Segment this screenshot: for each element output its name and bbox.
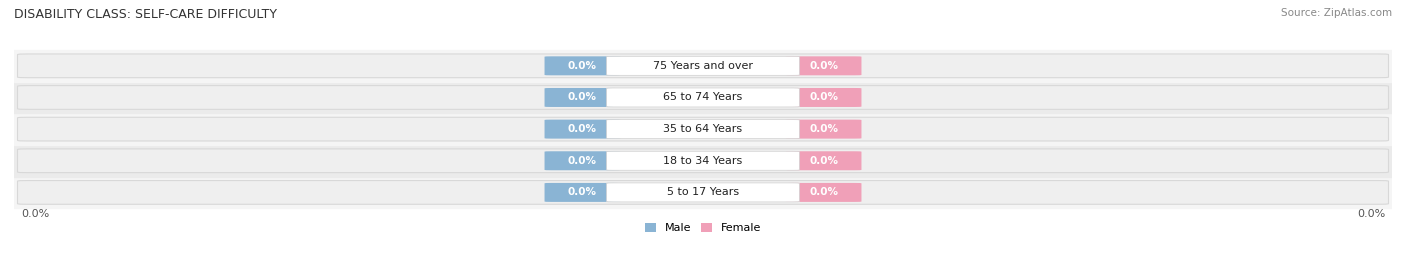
FancyBboxPatch shape [544, 120, 620, 139]
Text: 75 Years and over: 75 Years and over [652, 61, 754, 71]
FancyBboxPatch shape [544, 183, 620, 202]
Legend: Male, Female: Male, Female [645, 223, 761, 233]
Text: 0.0%: 0.0% [568, 187, 598, 197]
Text: 0.0%: 0.0% [808, 61, 838, 71]
Text: 18 to 34 Years: 18 to 34 Years [664, 156, 742, 166]
FancyBboxPatch shape [544, 56, 620, 75]
Text: 0.0%: 0.0% [808, 124, 838, 134]
FancyBboxPatch shape [606, 56, 800, 75]
FancyBboxPatch shape [786, 151, 862, 170]
FancyBboxPatch shape [606, 88, 800, 107]
Text: 0.0%: 0.0% [808, 187, 838, 197]
Text: 0.0%: 0.0% [568, 156, 598, 166]
FancyBboxPatch shape [544, 88, 620, 107]
Text: 0.0%: 0.0% [568, 124, 598, 134]
Text: 5 to 17 Years: 5 to 17 Years [666, 187, 740, 197]
FancyBboxPatch shape [17, 86, 1389, 109]
Bar [14, 176, 1392, 208]
Text: 35 to 64 Years: 35 to 64 Years [664, 124, 742, 134]
FancyBboxPatch shape [786, 88, 862, 107]
FancyBboxPatch shape [786, 183, 862, 202]
Text: 0.0%: 0.0% [568, 61, 598, 71]
Text: Source: ZipAtlas.com: Source: ZipAtlas.com [1281, 8, 1392, 18]
Text: 65 to 74 Years: 65 to 74 Years [664, 93, 742, 102]
FancyBboxPatch shape [17, 117, 1389, 141]
FancyBboxPatch shape [544, 151, 620, 170]
Text: 0.0%: 0.0% [568, 93, 598, 102]
Text: 0.0%: 0.0% [808, 156, 838, 166]
Text: 0.0%: 0.0% [808, 93, 838, 102]
Bar [14, 50, 1392, 82]
FancyBboxPatch shape [606, 151, 800, 170]
FancyBboxPatch shape [786, 120, 862, 139]
FancyBboxPatch shape [17, 54, 1389, 78]
FancyBboxPatch shape [606, 120, 800, 139]
FancyBboxPatch shape [606, 183, 800, 202]
FancyBboxPatch shape [17, 149, 1389, 173]
Bar [14, 82, 1392, 113]
Text: DISABILITY CLASS: SELF-CARE DIFFICULTY: DISABILITY CLASS: SELF-CARE DIFFICULTY [14, 8, 277, 21]
Text: 0.0%: 0.0% [1357, 209, 1385, 219]
Bar [14, 145, 1392, 176]
Bar [14, 113, 1392, 145]
FancyBboxPatch shape [786, 56, 862, 75]
Text: 0.0%: 0.0% [21, 209, 49, 219]
FancyBboxPatch shape [17, 180, 1389, 204]
